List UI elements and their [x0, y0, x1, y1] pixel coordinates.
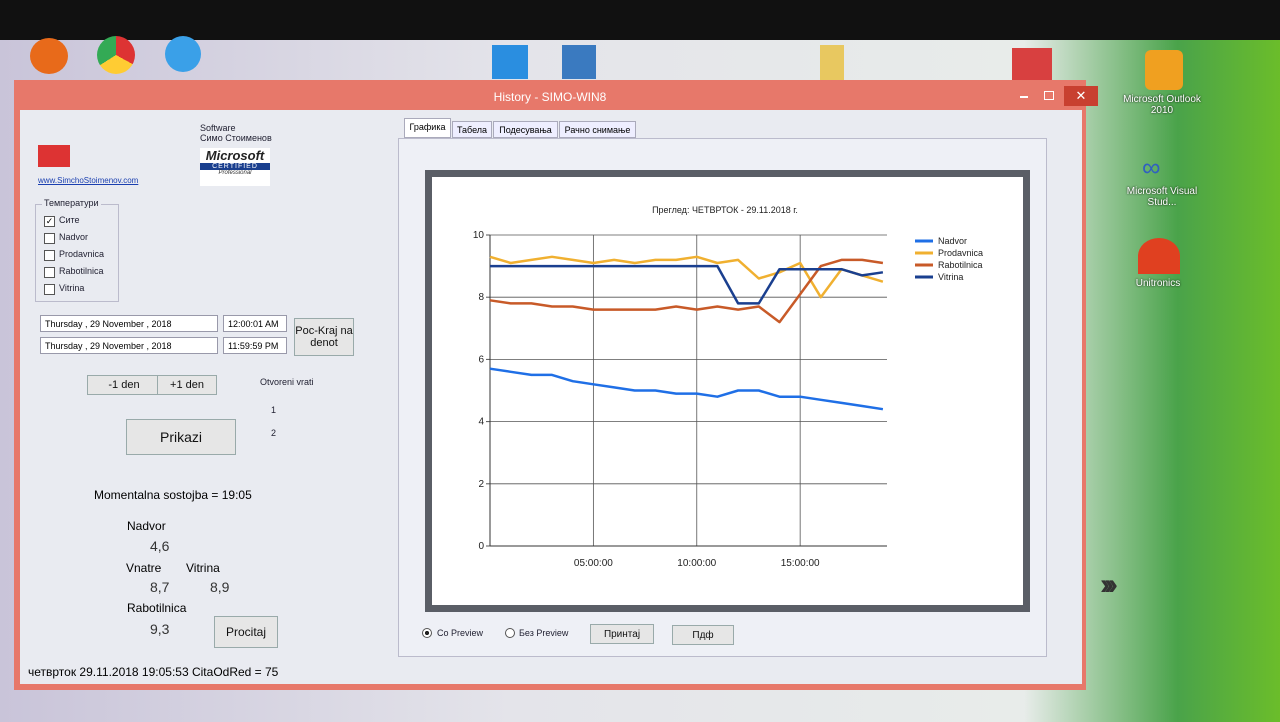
checkbox[interactable]: [44, 233, 55, 244]
vs-icon[interactable]: ∞: [1142, 152, 1161, 182]
reading-label: Nadvor: [127, 519, 166, 533]
y-tick-label: 0: [478, 541, 484, 552]
checkbox-label: Prodavnica: [59, 249, 105, 259]
outlook-icon[interactable]: [1145, 50, 1183, 90]
group-title: Температури: [42, 198, 101, 208]
bezel: [0, 0, 1280, 40]
window-title: History - SIMO-WIN8: [493, 90, 607, 104]
prev-button[interactable]: -1 den: [87, 375, 161, 395]
ms-certified: CERTIFIED: [200, 163, 270, 170]
link[interactable]: www.SimchoStoimenov.com: [38, 176, 139, 185]
time-picker[interactable]: 12:00:01 AM: [223, 315, 287, 332]
series-line: [489, 255, 884, 299]
radio-label: Без Preview: [519, 628, 569, 638]
icon-label: Unitronics: [1135, 278, 1181, 289]
door: 1: [271, 405, 277, 415]
windows-icon[interactable]: [492, 45, 528, 79]
folder-icon[interactable]: [820, 45, 844, 83]
unitronics-icon[interactable]: [1138, 238, 1180, 274]
x-tick-label: 15:00:00: [781, 558, 820, 569]
ms-professional: Professional: [218, 170, 252, 176]
radio-label: Со Preview: [437, 628, 484, 638]
legend-label: Prodavnica: [938, 248, 983, 258]
legend-label: Nadvor: [938, 236, 967, 246]
checkbox[interactable]: [44, 267, 55, 278]
checkbox[interactable]: ✓: [44, 216, 55, 227]
checkbox-label: Vitrina: [59, 283, 85, 293]
ms-word: Microsoft: [205, 148, 265, 163]
tab[interactable]: Рачно снимање: [559, 121, 636, 138]
door: 2: [271, 428, 277, 438]
checkbox[interactable]: [44, 284, 55, 295]
status-bar: четврток 29.11.2018 19:05:53 CitaOdRed =…: [28, 665, 279, 679]
ie-icon[interactable]: [165, 36, 201, 72]
radio[interactable]: [505, 628, 515, 638]
close[interactable]: ✕: [1064, 86, 1098, 106]
print-button[interactable]: Принтај: [590, 624, 654, 644]
tab[interactable]: Табела: [452, 121, 492, 138]
chrome-icon[interactable]: [97, 36, 135, 74]
tab[interactable]: Подесувања: [493, 121, 558, 138]
series-line: [490, 264, 884, 305]
date-picker[interactable]: Thursday , 29 November , 2018: [40, 315, 218, 332]
minimize[interactable]: [1020, 96, 1028, 98]
reading-value: 4,6: [150, 538, 170, 554]
x-tick-label: 10:00:00: [677, 558, 716, 569]
tab[interactable]: Графика: [404, 118, 451, 138]
reading-value: 8,7: [150, 579, 170, 595]
next-button[interactable]: +1 den: [157, 375, 217, 395]
read-button[interactable]: Procitaj: [214, 616, 278, 648]
checkbox-label: Nadvor: [59, 232, 89, 242]
legend-label: Rabotilnica: [938, 260, 983, 270]
logo: [38, 145, 70, 167]
shield-icon[interactable]: [562, 45, 596, 79]
doors-title: Otvoreni vrati: [260, 377, 314, 387]
author-label: Симо Стоименов: [200, 133, 272, 143]
firefox-icon[interactable]: [30, 38, 68, 74]
legend-label: Vitrina: [938, 272, 963, 282]
checkbox-label: Сите: [59, 215, 80, 225]
pdf-button[interactable]: Пдф: [672, 625, 734, 645]
day-button[interactable]: Poc-Kraj na denot: [294, 318, 354, 356]
checkbox[interactable]: [44, 250, 55, 261]
app-icon[interactable]: [1012, 48, 1052, 84]
reading-label: Rabotilnica: [127, 601, 187, 615]
radio[interactable]: [422, 628, 432, 638]
show-button[interactable]: Prikazi: [126, 419, 236, 455]
y-tick-label: 10: [473, 230, 485, 241]
current-state: Momentalna sostojba = 19:05: [94, 488, 252, 502]
icon-label: Microsoft Outlook 2010: [1123, 94, 1201, 116]
chart: Преглед: ЧЕТВРТОК - 29.11.2018 г. 0 2 4 6 8 10…: [473, 205, 983, 569]
series-line: [489, 367, 884, 411]
reading-label: Vitrina: [186, 561, 220, 575]
checkbox-label: Rabotilnica: [59, 266, 104, 276]
chart-frame: [425, 170, 1030, 612]
software-label: Software: [200, 123, 236, 133]
reading-label: Vnatre: [126, 561, 162, 575]
icon-label: Microsoft Visual Stud...: [1126, 186, 1198, 208]
y-tick-label: 6: [478, 354, 484, 365]
y-tick-label: 8: [478, 292, 484, 303]
y-tick-label: 4: [478, 417, 484, 428]
reading-value: 8,9: [210, 579, 230, 595]
y-tick-label: 2: [478, 479, 484, 490]
ms-logo: Microsoft CERTIFIED Professional: [200, 148, 270, 186]
date-picker[interactable]: Thursday , 29 November , 2018: [40, 337, 218, 354]
arrows: ›››: [1100, 568, 1118, 601]
reading-value: 9,3: [150, 621, 170, 637]
maximize[interactable]: [1044, 91, 1054, 100]
x-tick-label: 05:00:00: [574, 558, 613, 569]
time-picker[interactable]: 11:59:59 PM: [223, 337, 287, 354]
series-line: [489, 258, 884, 324]
chart-title: Преглед: ЧЕТВРТОК - 29.11.2018 г.: [652, 205, 798, 215]
